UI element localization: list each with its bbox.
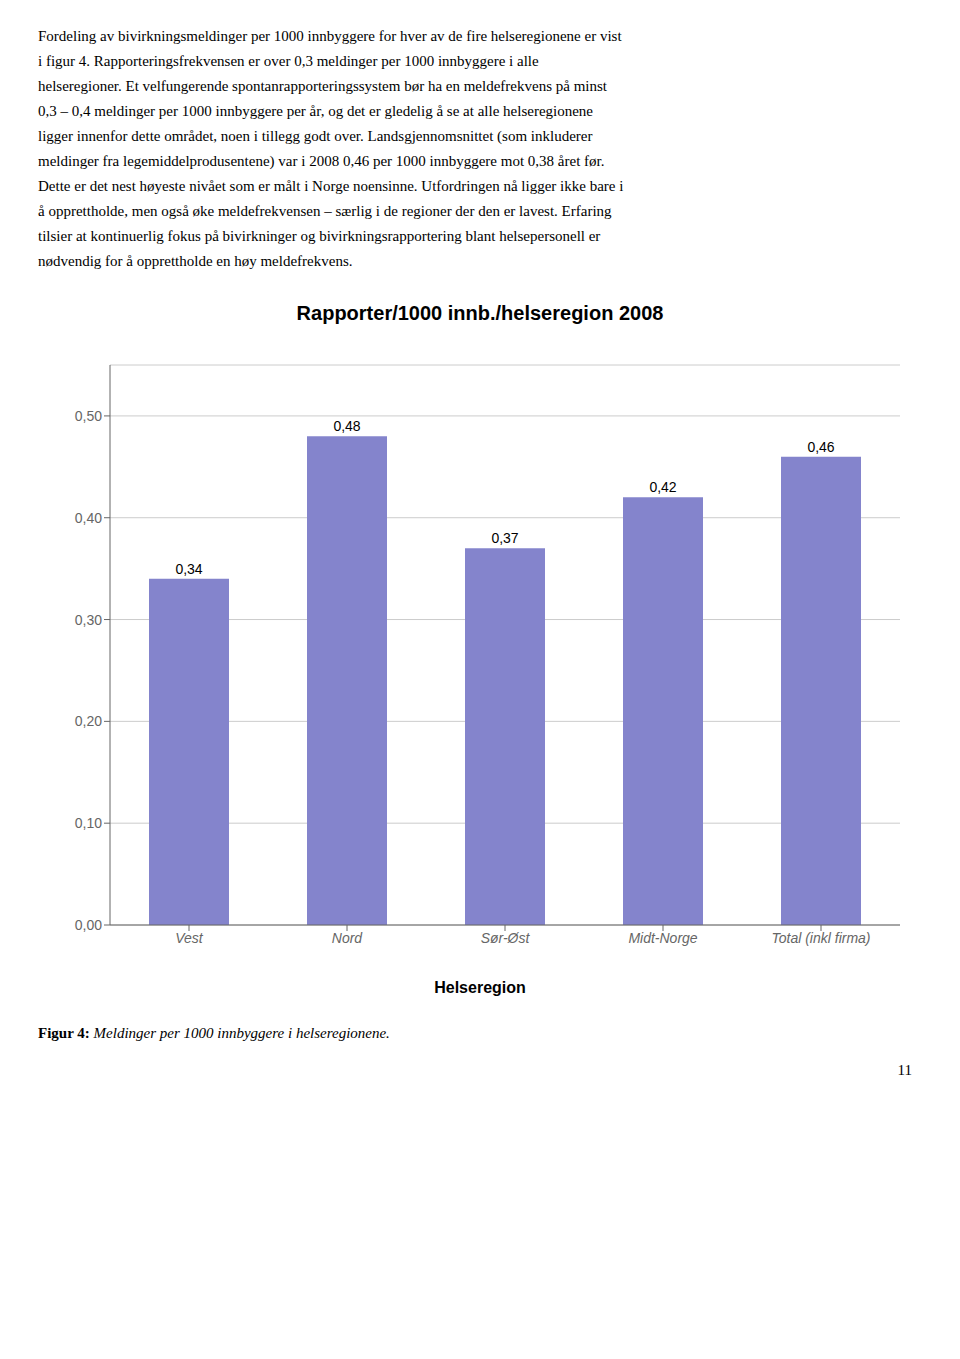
html-text:helseregioner. Et velfungerend: helseregioner. Et velfungerende spontanr… [38,78,607,94]
html-text:nødvendig for å opprettholde e: nødvendig for å opprettholde en høy meld… [38,253,353,269]
svg-text:0,10: 0,10 [75,815,102,831]
html-text:11: 11 [897,1062,912,1078]
svg-text:0,37: 0,37 [491,530,518,546]
svg-text:0,30: 0,30 [75,612,102,628]
html-text:meldinger fra legemiddelprodus: meldinger fra legemiddelprodusentene) va… [38,153,605,169]
html-text:å opprettholde, men også øke m: å opprettholde, men også øke meldefrekve… [38,203,612,219]
svg-text:0,40: 0,40 [75,510,102,526]
svg-text:0,42: 0,42 [649,479,676,495]
html-text:tilsier at kontinuerlig fokus: tilsier at kontinuerlig fokus på bivirkn… [38,228,601,244]
html-text:Rapporter/1000 innb./helseregi: Rapporter/1000 innb./helseregion 2008 [296,302,664,324]
svg-text:0,00: 0,00 [75,917,102,933]
svg-text:Nord: Nord [332,930,364,946]
svg-text:0,34: 0,34 [175,561,202,577]
svg-text:0,50: 0,50 [75,408,102,424]
html-text:Figur 4: Meldinger per 1000 in: Figur 4: Meldinger per 1000 innbyggere i… [38,1025,390,1041]
svg-text:0,20: 0,20 [75,713,102,729]
html-text:Helseregion: Helseregion [434,979,526,996]
svg-text:Sør-Øst: Sør-Øst [481,930,531,946]
svg-text:Vest: Vest [175,930,204,946]
svg-text:0,46: 0,46 [807,439,834,455]
svg-text:Midt-Norge: Midt-Norge [628,930,697,946]
svg-text:Total (inkl firma): Total (inkl firma) [771,930,870,946]
svg-text:0,48: 0,48 [333,418,360,434]
html-text:0,3 – 0,4 meldinger per 1000 i: 0,3 – 0,4 meldinger per 1000 innbyggere … [38,103,593,119]
html-text:Dette er det nest høyeste nivå: Dette er det nest høyeste nivået som er … [38,178,624,194]
html-text:ligger innenfor dette området,: ligger innenfor dette området, noen i ti… [38,128,593,144]
html-text:Fordeling av bivirkningsmeldin: Fordeling av bivirkningsmeldinger per 10… [38,28,622,44]
html-text:i figur 4. Rapporteringsfrekve: i figur 4. Rapporteringsfrekvensen er ov… [38,53,539,69]
